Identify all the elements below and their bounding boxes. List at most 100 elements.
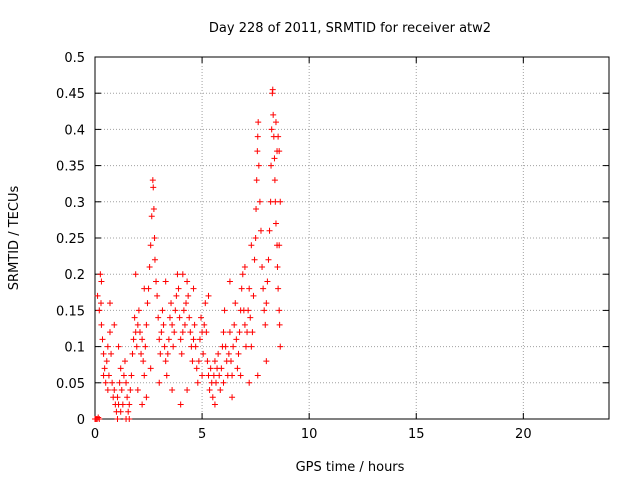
y-tick-label: 0.5	[64, 51, 85, 66]
data-point	[215, 350, 222, 357]
data-point	[156, 336, 163, 343]
data-point	[177, 336, 184, 343]
data-point	[118, 387, 125, 394]
data-point	[276, 148, 283, 155]
data-point	[254, 133, 261, 140]
data-point	[176, 314, 183, 321]
data-point	[172, 307, 179, 314]
data-point	[95, 414, 102, 421]
data-point	[100, 350, 107, 357]
data-point	[143, 321, 150, 328]
data-point	[155, 314, 162, 321]
data-point	[263, 300, 270, 307]
data-point	[210, 372, 217, 379]
gridlines	[95, 57, 609, 419]
data-point	[276, 307, 283, 314]
data-point	[183, 300, 190, 307]
data-point	[164, 350, 171, 357]
data-point	[204, 358, 211, 365]
data-point	[142, 343, 149, 350]
data-point	[136, 329, 143, 336]
y-tick-labels: 0 0.05 0.1 0.15 0.2 0.25 0.3 0.35 0.4 0.45 0.5	[56, 51, 85, 428]
data-point	[220, 379, 227, 386]
data-point	[169, 387, 176, 394]
data-point	[262, 321, 269, 328]
data-point	[221, 307, 228, 314]
data-point	[97, 300, 104, 307]
data-point	[216, 372, 223, 379]
data-point	[114, 394, 121, 401]
data-point	[242, 343, 249, 350]
data-point	[180, 307, 187, 314]
data-point	[169, 321, 176, 328]
data-point	[254, 148, 261, 155]
data-point	[227, 358, 234, 365]
data-point	[277, 198, 284, 205]
x-tick-label: 15	[408, 427, 425, 442]
data-point	[135, 307, 142, 314]
data-point	[266, 227, 273, 234]
data-point	[254, 372, 261, 379]
data-point	[140, 358, 147, 365]
data-point	[96, 307, 103, 314]
data-point	[268, 162, 275, 169]
data-point	[184, 387, 191, 394]
data-point	[193, 365, 200, 372]
data-point	[194, 379, 201, 386]
data-point	[127, 387, 134, 394]
x-tick-label: 20	[515, 427, 532, 442]
data-point	[165, 336, 172, 343]
data-point	[148, 213, 155, 220]
data-point	[225, 350, 232, 357]
data-point	[153, 278, 160, 285]
data-point	[192, 343, 199, 350]
data-point	[217, 387, 224, 394]
data-point	[174, 271, 181, 278]
y-tick-label: 0	[77, 413, 85, 428]
data-point	[271, 177, 278, 184]
data-point	[185, 292, 192, 299]
data-point	[147, 365, 154, 372]
data-point	[207, 365, 214, 372]
data-point	[144, 300, 151, 307]
data-point	[269, 86, 276, 93]
data-point	[147, 242, 154, 249]
data-point	[211, 401, 218, 408]
data-point	[222, 343, 229, 350]
data-point	[178, 350, 185, 357]
data-point	[150, 206, 157, 213]
data-point	[235, 350, 242, 357]
data-point	[202, 300, 209, 307]
data-point	[139, 401, 146, 408]
data-point	[116, 379, 123, 386]
data-point	[255, 119, 262, 126]
data-point	[97, 271, 104, 278]
data-point	[163, 372, 170, 379]
data-point	[238, 285, 245, 292]
chart-title: Day 228 of 2011, SRMTID for receiver atw…	[209, 21, 491, 36]
data-point	[126, 416, 133, 422]
x-axis-label: GPS time / hours	[296, 460, 405, 475]
data-point	[117, 365, 124, 372]
data-point	[275, 285, 282, 292]
data-point	[229, 372, 236, 379]
data-point	[257, 227, 264, 234]
data-point	[236, 329, 243, 336]
data-point	[106, 329, 113, 336]
data-point	[168, 300, 175, 307]
data-point	[189, 358, 196, 365]
data-point	[141, 372, 148, 379]
data-point	[272, 220, 279, 227]
data-point	[138, 350, 145, 357]
data-point	[105, 372, 112, 379]
data-point	[141, 285, 148, 292]
data-point	[123, 379, 130, 386]
data-point	[260, 285, 267, 292]
data-point	[132, 271, 139, 278]
y-tick-label: 0.4	[64, 123, 85, 138]
data-point	[125, 408, 132, 415]
x-tick-labels: 0 5 10 15 20	[91, 427, 532, 442]
data-point	[226, 278, 233, 285]
data-point	[198, 314, 205, 321]
data-point	[245, 307, 252, 314]
